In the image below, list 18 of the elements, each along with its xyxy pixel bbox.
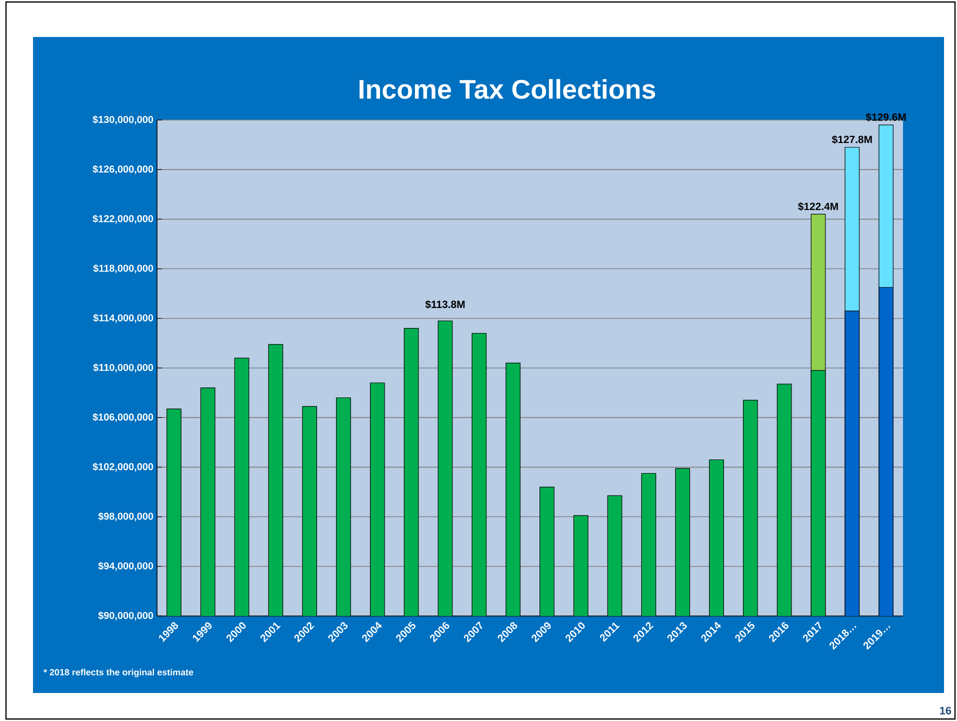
data-label: $127.8M	[832, 135, 872, 144]
y-tick-label: $98,000,000	[98, 512, 154, 522]
y-tick-label: $118,000,000	[93, 264, 154, 274]
y-tick-label: $126,000,000	[92, 165, 154, 174]
data-label: $122.4M	[798, 202, 838, 211]
y-tick-label: $114,000,000	[93, 314, 154, 323]
text: * 2018 reflects the original estimate	[44, 668, 194, 678]
y-tick-label: $106,000,000	[92, 413, 154, 422]
chart-title: Income Tax Collections	[360, 79, 656, 99]
y-tick-label: $130,000,000	[92, 116, 154, 124]
y-tick-label: $102,000,000	[92, 462, 154, 472]
text: 16	[940, 706, 952, 714]
y-tick-label: $94,000,000	[98, 562, 154, 571]
y-tick-label: $110,000,000	[93, 364, 154, 372]
data-label: $129.6M	[866, 112, 906, 122]
data-label: $113.8M	[425, 300, 465, 309]
y-tick-label: $90,000,000	[98, 612, 154, 620]
y-tick-label: $122,000,000	[92, 214, 154, 224]
